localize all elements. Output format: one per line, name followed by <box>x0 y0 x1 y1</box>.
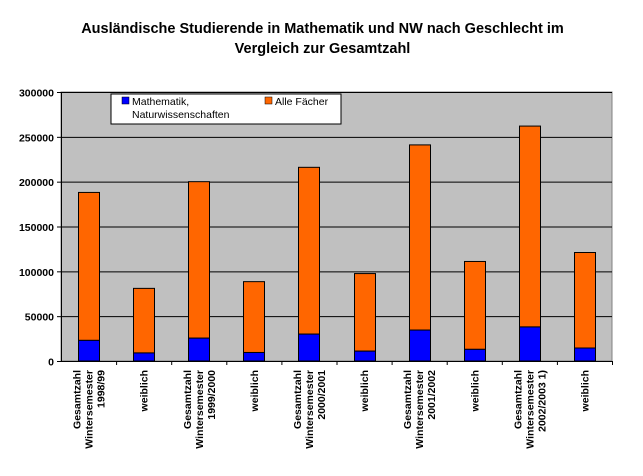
y-tick-label: 50000 <box>25 312 54 324</box>
x-tick-label-line: Wintersemester <box>194 370 206 449</box>
bar-alle-faecher <box>133 287 155 354</box>
x-tick-label: Gesamtzahl Wintersemester 1998/99 <box>72 370 108 449</box>
y-tick-label: 300000 <box>19 88 54 100</box>
y-tick-label: 200000 <box>19 177 54 189</box>
bar-mathematik-nw <box>464 348 486 362</box>
x-tick-label-line: Gesamtzahl <box>72 370 84 429</box>
bar-mathematik-nw <box>188 337 210 362</box>
x-tick-label-line: weiblich <box>469 370 481 412</box>
legend-label-mathematik-nw: Mathematik, <box>132 96 189 108</box>
bar-mathematik-nw <box>519 326 541 362</box>
x-tick-label: Gesamtzahl Wintersemester 2001/2002 <box>402 370 438 449</box>
x-tick-label-line: 1998/99 <box>96 370 108 408</box>
bar-mathematik-nw <box>354 350 376 362</box>
x-tick-label: weiblich <box>249 370 261 412</box>
x-tick-label: Gesamtzahl Wintersemester 1999/2000 <box>182 370 218 449</box>
legend-label-mathematik-nw: Naturwissenschaften <box>132 109 230 121</box>
x-tick-label-line: 1999/2000 <box>206 370 218 420</box>
x-tick-label-line: Wintersemester <box>524 370 536 449</box>
x-tick-label-line: weiblich <box>249 370 261 412</box>
legend-box <box>110 93 342 125</box>
x-tick-label-line: Wintersemester <box>414 370 426 449</box>
bar-mathematik-nw <box>133 352 155 362</box>
bar-mathematik-nw <box>243 351 265 362</box>
legend-label-alle-faecher: Alle Fächer <box>275 96 329 108</box>
bar-alle-faecher <box>78 191 100 341</box>
bar-alle-faecher <box>574 252 596 349</box>
x-tick-label-line: weiblich <box>359 370 371 412</box>
y-tick-label: 100000 <box>19 267 54 279</box>
x-tick-label: weiblich <box>579 370 591 412</box>
x-tick-label-line: Gesamtzahl <box>292 370 304 429</box>
y-tick-label: 150000 <box>19 222 54 234</box>
bar-mathematik-nw <box>574 347 596 362</box>
x-tick-label: Gesamtzahl Wintersemester 2000/2001 <box>292 370 328 449</box>
chart-title-line-2: Vergleich zur Gesamtzahl <box>234 41 411 57</box>
x-tick-label-line: 2000/2001 <box>316 370 328 420</box>
bar-mathematik-nw <box>409 329 431 362</box>
bar-alle-faecher <box>298 166 320 335</box>
x-tick-label: weiblich <box>469 370 481 412</box>
bar-alle-faecher <box>464 260 486 350</box>
x-tick-label-line: Gesamtzahl <box>402 370 414 429</box>
bar-alle-faecher <box>409 144 431 331</box>
legend-swatch-mathematik-nw <box>121 96 130 105</box>
x-tick-label-line: Gesamtzahl <box>512 370 524 429</box>
bar-alle-faecher <box>188 181 210 339</box>
x-tick-label: Gesamtzahl Wintersemester 2002/2003 1) <box>512 370 548 449</box>
x-tick-label-line: Gesamtzahl <box>182 370 194 429</box>
bar-mathematik-nw <box>78 339 100 362</box>
bar-alle-faecher <box>243 281 265 353</box>
x-tick-label-line: weiblich <box>139 370 151 412</box>
x-tick-label-line: 2001/2002 <box>426 370 438 420</box>
x-tick-label-line: Wintersemester <box>304 370 316 449</box>
bar-alle-faecher <box>519 125 541 328</box>
chart-title: Ausländische Studierende in Mathematik u… <box>40 19 605 59</box>
legend-swatch-alle-faecher <box>264 96 273 105</box>
y-tick-label: 250000 <box>19 132 54 144</box>
x-tick-label: weiblich <box>359 370 371 412</box>
bar-mathematik-nw <box>298 333 320 362</box>
bar-alle-faecher <box>354 273 376 352</box>
y-tick-label: 0 <box>48 357 54 369</box>
chart-title-line-1: Ausländische Studierende in Mathematik u… <box>81 21 564 37</box>
x-tick-label: weiblich <box>139 370 151 412</box>
x-tick-label-line: weiblich <box>579 370 591 412</box>
x-tick-label-line: Wintersemester <box>84 370 96 449</box>
x-tick-label-line: 2002/2003 1) <box>536 370 548 432</box>
